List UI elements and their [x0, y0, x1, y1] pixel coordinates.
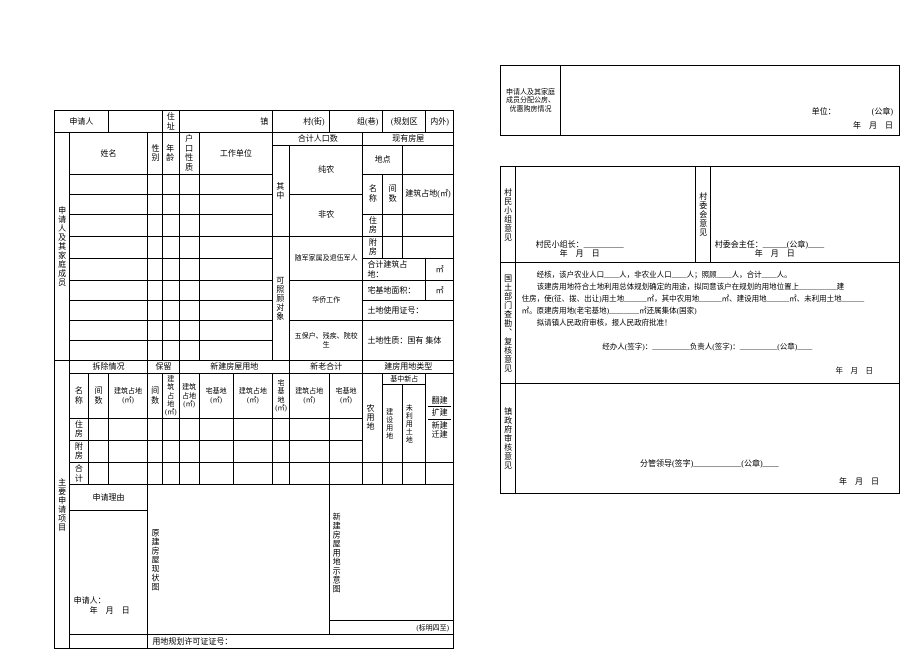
right-opinions: 村民小组意见 村委会意见 村民小组长：__________ 年 月 日 村委会主…: [500, 166, 900, 494]
h-type: 建房用地类型: [363, 361, 454, 374]
side-apply: 主要申请项目: [57, 478, 67, 532]
box1-unit: 单位：: [812, 107, 832, 116]
d-unused: 未利用土地: [405, 404, 413, 444]
h-keep: 保留: [148, 361, 179, 374]
d-ba1: 建筑占地(㎡): [108, 373, 148, 418]
label-village: 村(街): [273, 111, 329, 133]
l-five: 五保户、残疾、院校生: [289, 321, 363, 361]
gov-label: 镇政府审核意见: [503, 407, 513, 470]
d-ba3: 建筑占地(㎡): [179, 373, 199, 418]
dept-l2: 该建房用地符合土地利用总体规划确定的用途，拟同意该户在规划的用地位置上_____…: [537, 282, 845, 291]
label-group: 组(巷): [329, 111, 383, 133]
vc-director: 村委会主任：: [715, 240, 763, 249]
map-new: 新建房屋用地示意图: [332, 512, 342, 593]
right-box1: 申请人及其家庭成员分配公房、优惠购房情况 单位： (公章) 年 月 日: [500, 65, 900, 136]
d-rooms2: 间数: [148, 373, 163, 418]
l-rooms: 间数: [383, 174, 403, 214]
d-consland: 建设用地: [385, 408, 393, 440]
vc-seal: (公章): [787, 240, 808, 249]
label-town: 镇: [179, 111, 273, 133]
vg-date: 年 月 日: [560, 249, 600, 258]
d-name: 名称: [69, 373, 89, 418]
d-main: 住房: [69, 418, 89, 440]
h-house: 现有房屋: [363, 133, 454, 146]
l-soldier: 随军家属及退伍军人: [289, 236, 363, 280]
permit-no: 用地规划许可证证号：: [148, 635, 454, 649]
dept-l3: 住房，使(征、拨、出让)用土地______㎡，其中农用地______㎡、建设用地…: [522, 294, 865, 303]
l-cert: 土地使用证号：: [363, 301, 454, 321]
h-pop: 合计人口数: [273, 133, 363, 146]
h-demolish: 拆除情况: [69, 361, 148, 374]
label-residence: 住址: [162, 111, 179, 133]
right-form-page: 申请人及其家庭成员分配公房、优惠购房情况 单位： (公章) 年 月 日 村民小组…: [500, 65, 900, 494]
d-amongnew: 基中新占: [383, 373, 426, 384]
dept-date: 年 月 日: [522, 365, 893, 377]
l-aux: 附房: [363, 236, 383, 258]
note-4dir: (标明四至): [329, 621, 453, 635]
d-rooms: 间数: [89, 373, 109, 418]
box1-label: 申请人及其家庭成员分配公房、优惠购房情况: [501, 66, 561, 136]
u1: ㎡: [426, 258, 454, 280]
h-workunit: 工作单位: [199, 133, 273, 174]
vg-label: 村民小组意见: [503, 188, 513, 242]
d-ba2: 建筑占地(㎡): [162, 373, 179, 418]
l-overseas: 华侨工作: [289, 281, 363, 321]
d-farmland: 农用地: [365, 404, 375, 431]
dept-l1: 经核，该户农业人口____人，非农业人口____人；照顾____人，合计____…: [537, 270, 792, 279]
l-nature: 土地性质：国有 集体: [363, 321, 454, 361]
l-location: 地点: [363, 145, 402, 174]
h-total: 新老合计: [289, 361, 363, 374]
left-form-table: 申请人 住址 镇 村(街) 组(巷) (规划区 内外) 申请人及其家庭成员 姓名…: [54, 110, 454, 649]
vc-label: 村委会意见: [698, 192, 708, 237]
side-family: 申请人及其家庭成员: [57, 206, 67, 287]
dept-l5: 拟请镇人民政府审核，报人民政府批准！: [537, 318, 672, 327]
d-ba5: 建筑占地(㎡): [289, 373, 329, 418]
vc-date: 年 月 日: [755, 249, 795, 258]
l-totalarea: 合计建筑占地：: [367, 260, 407, 279]
left-form-page: 申请人 住址 镇 村(街) 组(巷) (规划区 内外) 申请人及其家庭成员 姓名…: [54, 110, 454, 649]
d-hs3: 宅基地(㎡): [329, 373, 363, 418]
sign-applicant: 申请人：: [74, 596, 106, 605]
d-expand: 扩建: [428, 407, 451, 420]
l-main: 住房: [363, 214, 383, 236]
dept-label: 国土部门查勘、复核意见: [503, 274, 513, 373]
h-newland: 新建房屋用地: [179, 361, 289, 374]
dept-handler: 经办人(签字)：__________负责人(签字)：__________(公章)…: [522, 341, 893, 353]
box1-seal: (公章): [872, 107, 893, 116]
d-ba4: 建筑占地(㎡): [233, 373, 273, 418]
box1-date: 年 月 日: [853, 121, 893, 131]
d-hs1: 宅基地(㎡): [199, 373, 233, 418]
h-age: 年龄: [165, 144, 175, 162]
map-current: 原建房屋现状图: [150, 528, 160, 591]
d-hs2: 宅基地(㎡): [273, 373, 290, 418]
l-caretarget: 可照顾对象: [275, 276, 285, 321]
h-hukou: 户口性质: [179, 133, 199, 174]
vg-leader: 村民小组长：: [536, 240, 584, 249]
d-aux: 附房: [69, 440, 89, 462]
label-applicant: 申请人: [55, 111, 109, 133]
l-nonfarm: 非农: [289, 194, 363, 236]
l-area: 建筑占地(㎡): [402, 174, 453, 214]
l-purefarm: 纯农: [289, 145, 363, 194]
u2: ㎡: [426, 281, 454, 301]
h-name: 姓名: [69, 133, 148, 174]
d-sum: 合计: [69, 463, 89, 485]
l-housename: 名称: [363, 174, 383, 214]
dept-l4: ㎡。原建房用地(老宅基地)________㎡还属集体(国家): [522, 306, 697, 315]
d-rebuild: 翻建: [428, 395, 451, 407]
d-reason: 申请理由: [69, 485, 148, 511]
sign-date: 年 月 日: [90, 606, 130, 615]
label-inout: 内外): [426, 111, 454, 133]
d-newmove: 新建迁建: [428, 419, 451, 441]
l-among: 其中: [275, 182, 285, 200]
h-gender: 性别: [150, 144, 160, 162]
label-planning: (规划区: [383, 111, 426, 133]
l-homestead: 宅基地面积：: [367, 286, 415, 295]
gov-date: 年 月 日: [839, 477, 879, 487]
gov-leader: 分管领导(签字)____________(公章)____: [518, 459, 901, 469]
